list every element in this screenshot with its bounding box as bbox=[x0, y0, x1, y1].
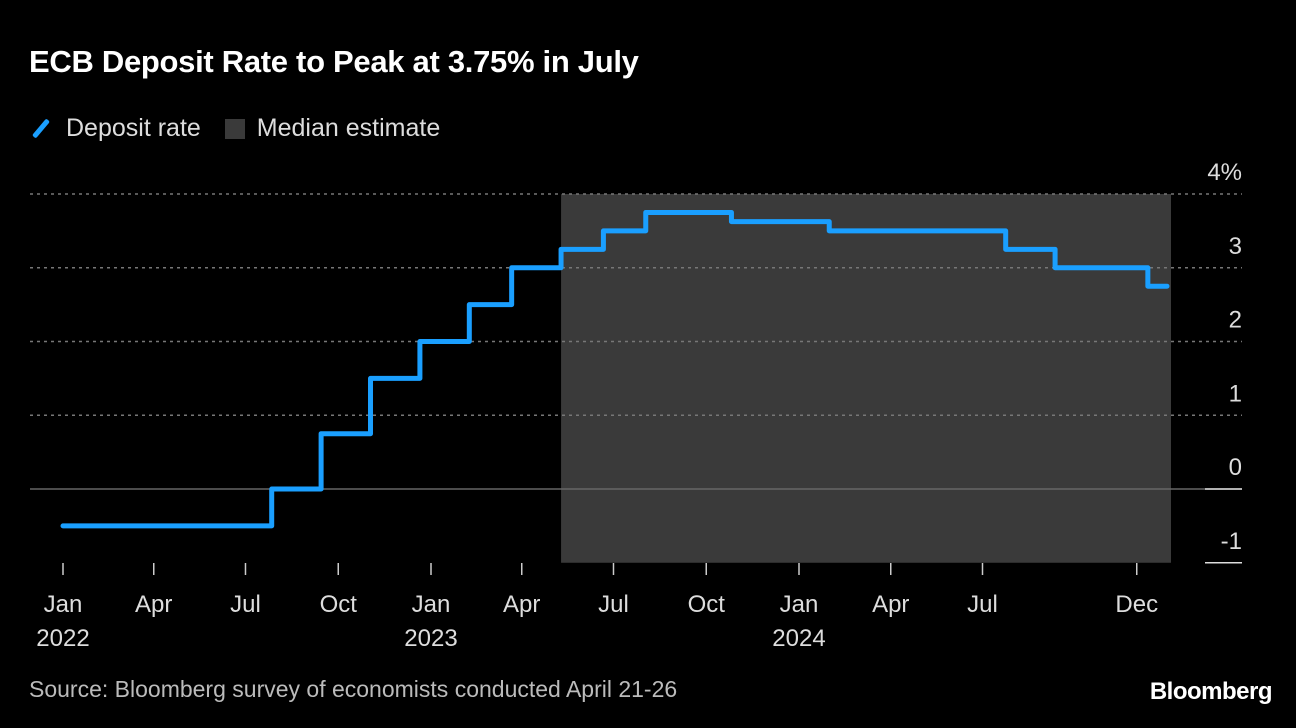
bloomberg-logo: Bloomberg bbox=[1149, 678, 1273, 705]
legend-box-swatch bbox=[224, 118, 245, 139]
x-tick-label: Oct bbox=[688, 591, 726, 618]
x-tick-year: 2023 bbox=[404, 625, 457, 652]
x-tick-year: 2022 bbox=[36, 625, 89, 652]
x-tick-label: Apr bbox=[503, 591, 540, 618]
source-note: Source: Bloomberg survey of economists c… bbox=[29, 676, 678, 702]
x-tick-label: Jul bbox=[598, 591, 629, 618]
x-tick-label: Jul bbox=[230, 591, 261, 618]
legend-label: Median estimate bbox=[256, 114, 441, 142]
x-tick-label: Jan bbox=[44, 591, 83, 618]
chart-title: ECB Deposit Rate to Peak at 3.75% in Jul… bbox=[29, 44, 639, 79]
x-tick-label: Apr bbox=[135, 591, 172, 618]
x-tick-label: Jan bbox=[412, 591, 451, 618]
y-tick-label: 2 bbox=[1229, 307, 1242, 334]
median-estimate-region bbox=[561, 194, 1171, 563]
y-tick-label: 0 bbox=[1229, 454, 1242, 481]
deposit-rate-line bbox=[60, 209, 1170, 529]
x-tick-label: Apr bbox=[872, 591, 909, 618]
legend-item-median-estimate: Median estimate bbox=[224, 114, 441, 143]
legend-item-deposit-rate: Deposit rate bbox=[30, 114, 201, 143]
x-tick-label: Dec bbox=[1115, 591, 1158, 618]
x-tick-label: Jul bbox=[967, 591, 998, 618]
legend-label: Deposit rate bbox=[66, 114, 201, 142]
y-tick-label: 3 bbox=[1229, 233, 1242, 260]
legend: Deposit rate Median estimate bbox=[30, 114, 464, 143]
x-tick-label: Oct bbox=[320, 591, 358, 618]
x-tick-year: 2024 bbox=[772, 625, 825, 652]
y-tick-label: 1 bbox=[1229, 380, 1242, 407]
y-tick-label: 4% bbox=[1207, 159, 1242, 186]
x-tick-label: Jan bbox=[780, 591, 819, 618]
y-tick-label: -1 bbox=[1221, 528, 1242, 555]
